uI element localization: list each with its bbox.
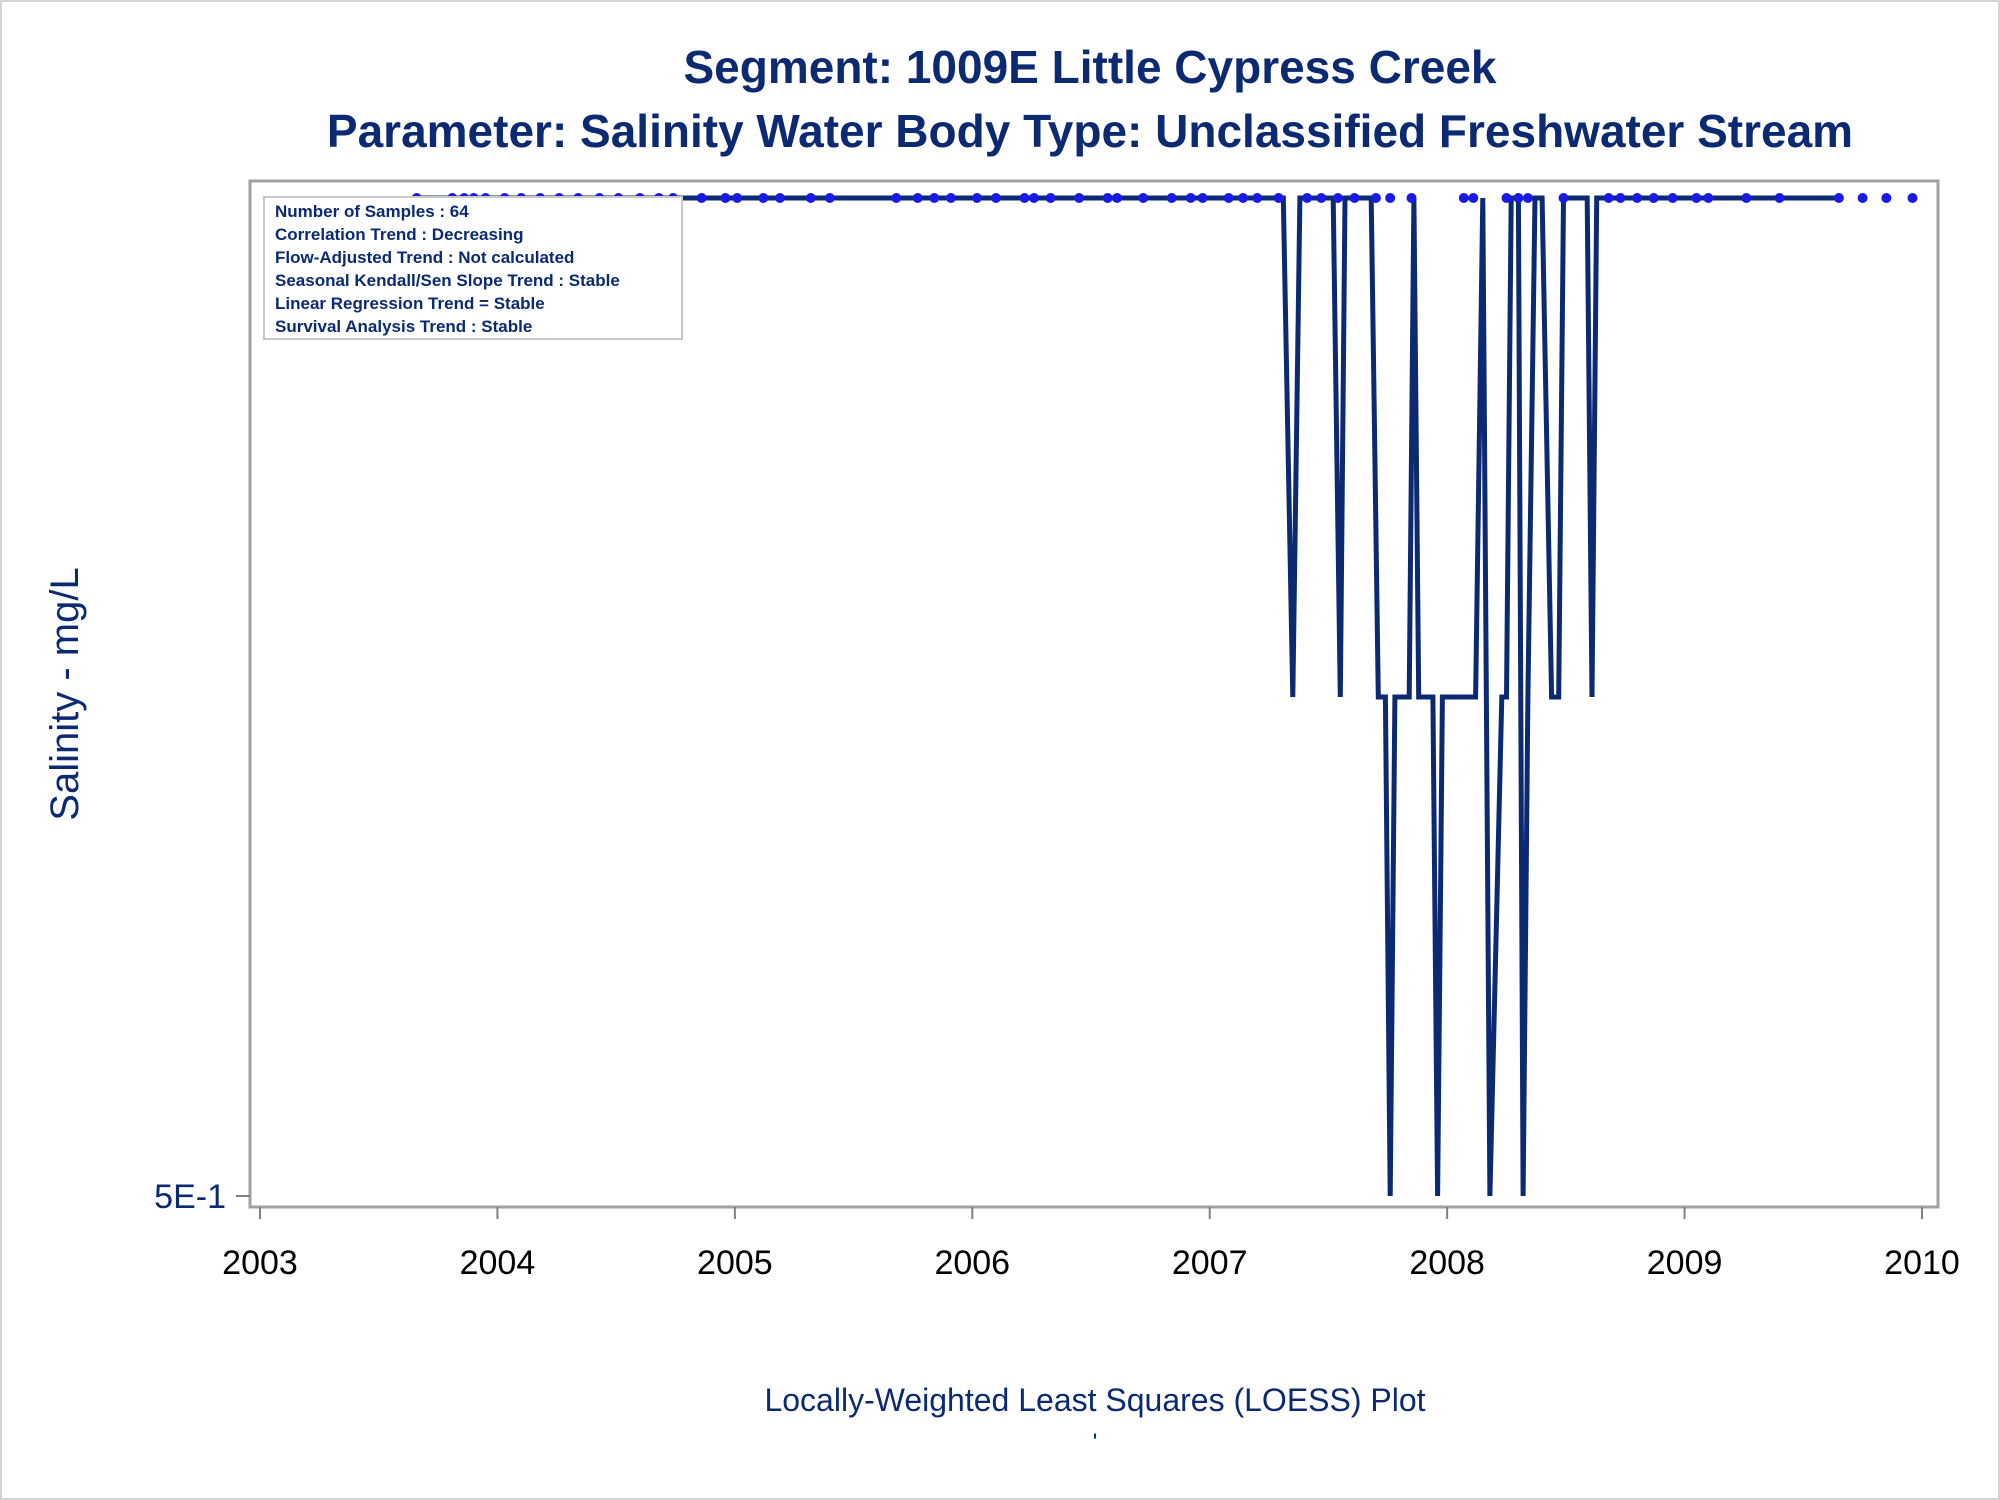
data-point (891, 193, 902, 203)
data-point (1019, 193, 1030, 203)
data-point (1615, 193, 1626, 203)
data-point (1907, 193, 1918, 203)
plot-area (248, 179, 1940, 1209)
data-point (1774, 193, 1785, 203)
data-point (1857, 193, 1868, 203)
trend-legend: Number of Samples : 64 Correlation Trend … (263, 196, 683, 340)
data-point (1833, 193, 1844, 203)
data-point (1166, 193, 1177, 203)
data-point (1273, 193, 1284, 203)
data-point (1316, 193, 1327, 203)
x-tick-label: 2008 (1409, 1244, 1485, 1282)
loess-line (416, 195, 1842, 1197)
data-point (1741, 193, 1752, 203)
x-axis-label: Locally-Weighted Least Squares (LOESS) P… (764, 1382, 1425, 1418)
data-point (1522, 193, 1533, 203)
legend-line: Flow-Adjusted Trend : Not calculated (275, 248, 574, 267)
legend-line: Number of Samples : 64 (275, 202, 469, 221)
data-point (945, 193, 956, 203)
data-point (1468, 193, 1479, 203)
data-point (1029, 193, 1039, 203)
data-point (1332, 193, 1343, 203)
chart-subtitle: Parameter: Salinity Water Body Type: Unc… (327, 105, 1853, 157)
data-point (972, 193, 982, 203)
legend-line: Correlation Trend : Decreasing (275, 225, 523, 244)
data-point (1632, 193, 1643, 203)
data-point (1501, 193, 1512, 203)
data-point (1648, 193, 1659, 203)
data-point (1045, 193, 1056, 203)
data-point (732, 193, 743, 203)
x-tick-label: 2003 (222, 1244, 298, 1282)
legend-line: Linear Regression Trend = Stable (275, 294, 545, 313)
data-point (1703, 193, 1714, 203)
data-point (1370, 193, 1381, 203)
data-point (1603, 193, 1614, 203)
legend-line: Survival Analysis Trend : Stable (275, 317, 532, 336)
data-point (1074, 193, 1085, 203)
data-point (1406, 193, 1417, 203)
data-point (1185, 193, 1196, 203)
data-point (1197, 193, 1208, 203)
legend-box (263, 196, 683, 340)
x-tick-label: 2007 (1172, 1244, 1248, 1282)
chart-title: Segment: 1009E Little Cypress Creek (683, 41, 1496, 93)
data-point (929, 193, 940, 203)
x-tick-label: 2005 (697, 1244, 773, 1282)
x-tick-label: 2010 (1884, 1244, 1960, 1282)
data-point (1223, 193, 1234, 203)
data-point (720, 193, 731, 203)
data-point (1691, 193, 1702, 203)
data-point (1138, 193, 1149, 203)
y-tick-label: 5E-1 (154, 1178, 226, 1216)
data-point (1302, 193, 1313, 203)
data-point (1667, 193, 1678, 203)
x-tick-label: 2009 (1647, 1244, 1723, 1282)
data-point (1385, 193, 1396, 203)
y-axis-label: Salinity - mg/L (43, 567, 87, 820)
data-point (912, 193, 923, 203)
data-point (991, 193, 1001, 203)
loess-line-group (416, 195, 1842, 1197)
footnote: ' (1093, 1429, 1098, 1456)
data-point (1252, 193, 1263, 203)
x-tick-label: 2006 (934, 1244, 1010, 1282)
data-point (824, 193, 835, 203)
data-point (758, 193, 769, 203)
data-point (775, 193, 785, 203)
y-axis: 5E-1 (154, 1178, 250, 1216)
x-axis: 2003 2004 2005 2006 2007 2008 2009 2010 (222, 1207, 1960, 1282)
data-point (1112, 193, 1123, 203)
data-point (1558, 193, 1569, 203)
data-point (1238, 193, 1248, 203)
data-point (805, 193, 816, 203)
data-point (1513, 193, 1524, 203)
data-point (1881, 193, 1892, 203)
data-point (1102, 193, 1113, 203)
x-tick-label: 2004 (460, 1244, 536, 1282)
data-point (1349, 193, 1360, 203)
data-point (696, 193, 707, 203)
data-point (1458, 193, 1469, 203)
legend-line: Seasonal Kendall/Sen Slope Trend : Stabl… (275, 271, 620, 290)
